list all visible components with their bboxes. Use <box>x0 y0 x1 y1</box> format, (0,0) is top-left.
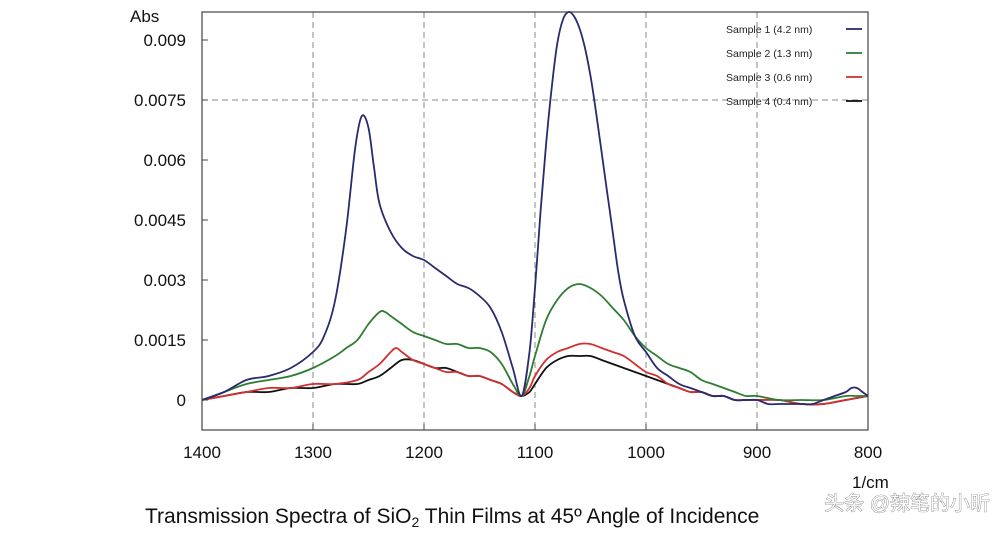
y-tick-label: 0 <box>177 391 186 410</box>
x-tick-label: 800 <box>854 443 882 462</box>
chart-title: Transmission Spectra of SiO2 Thin Films … <box>145 505 759 530</box>
legend-label: Sample 2 (1.3 nm) <box>726 48 812 60</box>
y-tick-label: 0.0015 <box>134 331 186 350</box>
legend: Sample 1 (4.2 nm) Sample 2 (1.3 nm) Sample… <box>726 24 862 108</box>
y-tick-label: 0.009 <box>143 31 186 50</box>
x-tick-label: 1400 <box>183 443 221 462</box>
x-tick-label: 900 <box>743 443 771 462</box>
chart-title-suffix: Thin Films at 45º Angle of Incidence <box>419 505 759 528</box>
legend-label: Sample 4 (0.4 nm) <box>726 96 812 108</box>
watermark-text: 头条 @辣笔的小昕 <box>824 492 990 515</box>
y-axis: 0 0.0015 0.003 0.0045 0.006 0.0075 0.009 <box>134 31 208 410</box>
legend-label: Sample 1 (4.2 nm) <box>726 24 812 36</box>
y-tick-label: 0.0075 <box>134 91 186 110</box>
x-axis: 1400 1300 1200 1100 1000 900 800 <box>183 424 882 462</box>
legend-label: Sample 3 (0.6 nm) <box>726 72 812 84</box>
x-tick-label: 1300 <box>294 443 332 462</box>
x-tick-label: 1000 <box>627 443 665 462</box>
y-tick-label: 0.0045 <box>134 211 186 230</box>
y-tick-label: 0.006 <box>143 151 186 170</box>
grid <box>202 12 868 430</box>
y-axis-label: Abs <box>130 7 159 26</box>
y-tick-label: 0.003 <box>143 271 186 290</box>
chart-title-subscript: 2 <box>411 514 419 530</box>
series-layer <box>201 10 869 406</box>
series-line-sample-1 <box>201 10 869 406</box>
chart-title-prefix: Transmission Spectra of SiO <box>145 505 411 528</box>
series-line-sample-2 <box>201 283 868 402</box>
x-axis-label: 1/cm <box>852 473 889 492</box>
x-tick-label: 1100 <box>517 443 554 462</box>
x-tick-label: 1200 <box>405 443 443 462</box>
